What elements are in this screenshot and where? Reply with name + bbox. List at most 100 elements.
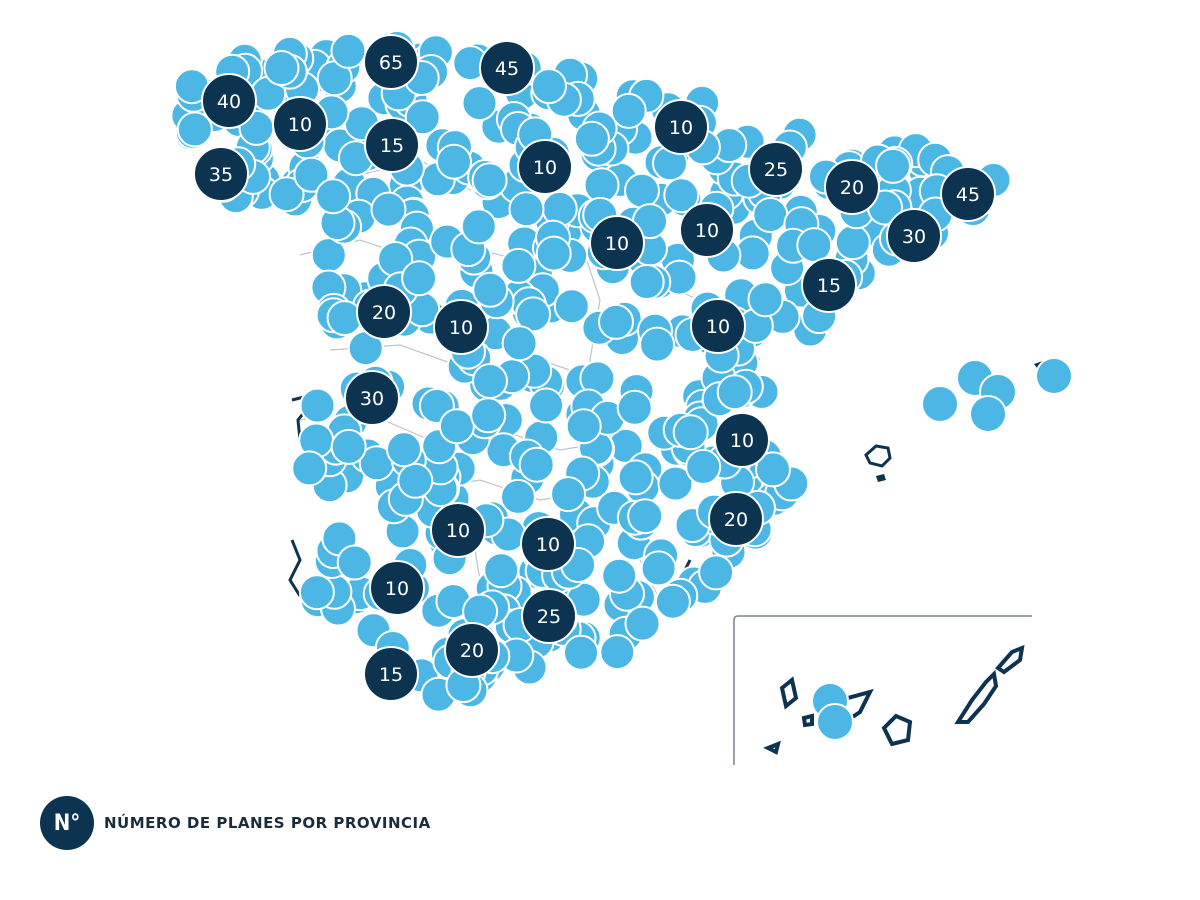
province-count-badge: 25	[521, 588, 577, 644]
plan-marker	[654, 583, 691, 620]
badge-circle	[356, 284, 412, 340]
badge-circle	[444, 622, 500, 678]
province-count-badge: 15	[363, 646, 419, 702]
province-count-badge: 65	[363, 34, 419, 90]
badge-circle	[193, 146, 249, 202]
lanzarote-island	[994, 644, 1025, 675]
ibiza-island	[864, 444, 892, 468]
plan-marker	[716, 374, 753, 411]
plan-marker	[624, 605, 661, 642]
plan-marker	[627, 498, 664, 535]
badge-count: 45	[495, 58, 519, 80]
badge-circle	[824, 159, 880, 215]
badge-circle	[679, 202, 735, 258]
badge-count: 25	[537, 606, 561, 628]
badge-circle	[272, 96, 328, 152]
plan-marker	[834, 224, 871, 261]
province-count-badge: 45	[479, 40, 535, 96]
badge-count: 20	[840, 177, 864, 199]
badge-count: 10	[605, 233, 629, 255]
canary-marker	[816, 703, 854, 741]
plan-marker	[610, 92, 647, 129]
plan-marker	[624, 172, 660, 209]
plan-marker	[397, 462, 434, 499]
el-hierro-island	[763, 740, 781, 755]
plan-marker	[293, 156, 330, 193]
province-count-badge: 10	[430, 502, 486, 558]
plan-marker	[1035, 357, 1073, 395]
plan-marker	[336, 544, 373, 581]
plan-marker	[796, 227, 833, 264]
badge-count: 10	[385, 578, 409, 600]
fuerteventura-island	[954, 669, 999, 724]
badge-count: 20	[372, 302, 396, 324]
plan-marker	[315, 178, 352, 215]
plan-marker	[640, 550, 677, 587]
province-count-badges-layer: 40 65 45 10 15 35 10 10 25 20 45 10 10 30 15 20 10 10 30 10…	[193, 34, 996, 702]
plan-marker	[875, 147, 911, 184]
plan-marker	[461, 85, 498, 122]
plan-marker	[470, 397, 507, 434]
plan-marker	[565, 408, 602, 445]
plan-marker	[330, 428, 367, 465]
badge-circle	[479, 40, 535, 96]
badge-count: 10	[536, 534, 560, 556]
plan-marker	[330, 32, 367, 69]
southwest-coast	[288, 539, 302, 597]
badge-circle	[433, 299, 489, 355]
plan-marker	[535, 235, 572, 272]
plan-marker	[747, 281, 784, 318]
plan-marker	[460, 208, 497, 245]
plan-marker	[617, 459, 654, 496]
plan-marker	[528, 387, 565, 424]
plan-marker	[436, 143, 472, 180]
plan-marker	[531, 68, 567, 105]
plan-marker	[685, 448, 722, 485]
badge-circle	[517, 139, 573, 195]
badge-circle	[690, 298, 746, 354]
plan-marker	[508, 191, 545, 228]
plan-marker	[563, 634, 599, 671]
plan-marker	[518, 446, 555, 483]
plan-marker	[370, 191, 407, 228]
plan-marker	[268, 176, 305, 213]
badge-count: 40	[217, 91, 241, 113]
plan-marker	[483, 552, 520, 589]
province-count-badge: 10	[517, 139, 573, 195]
badge-circle	[714, 412, 770, 468]
province-count-badge: 20	[444, 622, 500, 678]
province-count-badge: 35	[193, 146, 249, 202]
badge-count: 10	[730, 430, 754, 452]
badge-circle	[520, 516, 576, 572]
badge-circle	[589, 215, 645, 271]
badge-circle	[708, 491, 764, 547]
plan-marker	[263, 50, 300, 86]
province-count-badge: 15	[364, 117, 420, 173]
badge-count: 10	[449, 317, 473, 339]
province-count-badge: 30	[344, 370, 400, 426]
badge-count: 10	[533, 157, 557, 179]
badge-circle	[430, 502, 486, 558]
plan-marker	[601, 557, 638, 594]
plan-marker	[672, 414, 709, 451]
plan-marker	[598, 303, 634, 340]
plan-marker	[326, 300, 363, 337]
plan-marker	[921, 385, 959, 423]
badge-circle	[363, 34, 419, 90]
plan-marker	[500, 247, 537, 284]
formentera-island	[876, 474, 886, 482]
badge-circle	[886, 208, 942, 264]
plan-marker	[401, 260, 438, 297]
plan-marker	[663, 177, 700, 214]
badge-circle	[364, 117, 420, 173]
province-count-badge: 10	[520, 516, 576, 572]
canary-islands-inset	[733, 615, 1032, 765]
plan-marker	[298, 574, 335, 611]
province-count-badge: 40	[201, 73, 257, 129]
badge-count: 10	[669, 117, 693, 139]
plan-marker	[599, 634, 636, 671]
plan-marker	[438, 408, 475, 445]
la-palma-island	[779, 676, 799, 710]
badge-count: 20	[460, 640, 484, 662]
